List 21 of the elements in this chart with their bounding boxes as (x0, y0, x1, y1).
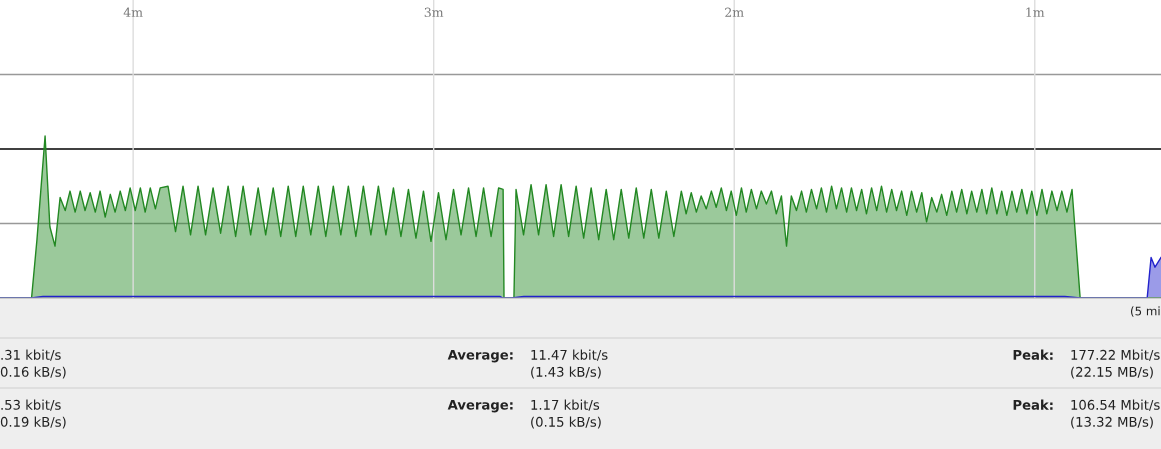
x-tick-label: 2m (725, 7, 744, 17)
text: 1.17 kbit/s (531, 399, 600, 411)
text: (1.43 kB/s) (531, 366, 601, 379)
text: .53 kbit/s (1, 399, 61, 411)
text: .31 kbit/s (1, 349, 61, 361)
text: Peak: (1013, 349, 1053, 360)
text: 0.19 kB/s) (0, 416, 66, 429)
text: Peak: (1013, 399, 1053, 410)
x-tick-label: 1m (1026, 7, 1045, 17)
text: 11.47 kbit/s (531, 349, 608, 361)
text: Average: (447, 349, 513, 363)
text: (13.32 MB/s) (1071, 416, 1153, 429)
text: 177.22 Mbit/s (1071, 349, 1160, 361)
text: 106.54 Mbit/s (1071, 399, 1160, 411)
text: 0.16 kB/s) (0, 366, 66, 379)
x-tick-label: 4m (123, 7, 143, 17)
x-tick-label: 3m (424, 7, 444, 18)
text: Average: (447, 399, 513, 413)
text: (0.15 kB/s) (531, 416, 601, 429)
text: (5 mi (1131, 306, 1160, 317)
text: (22.15 MB/s) (1071, 366, 1153, 379)
